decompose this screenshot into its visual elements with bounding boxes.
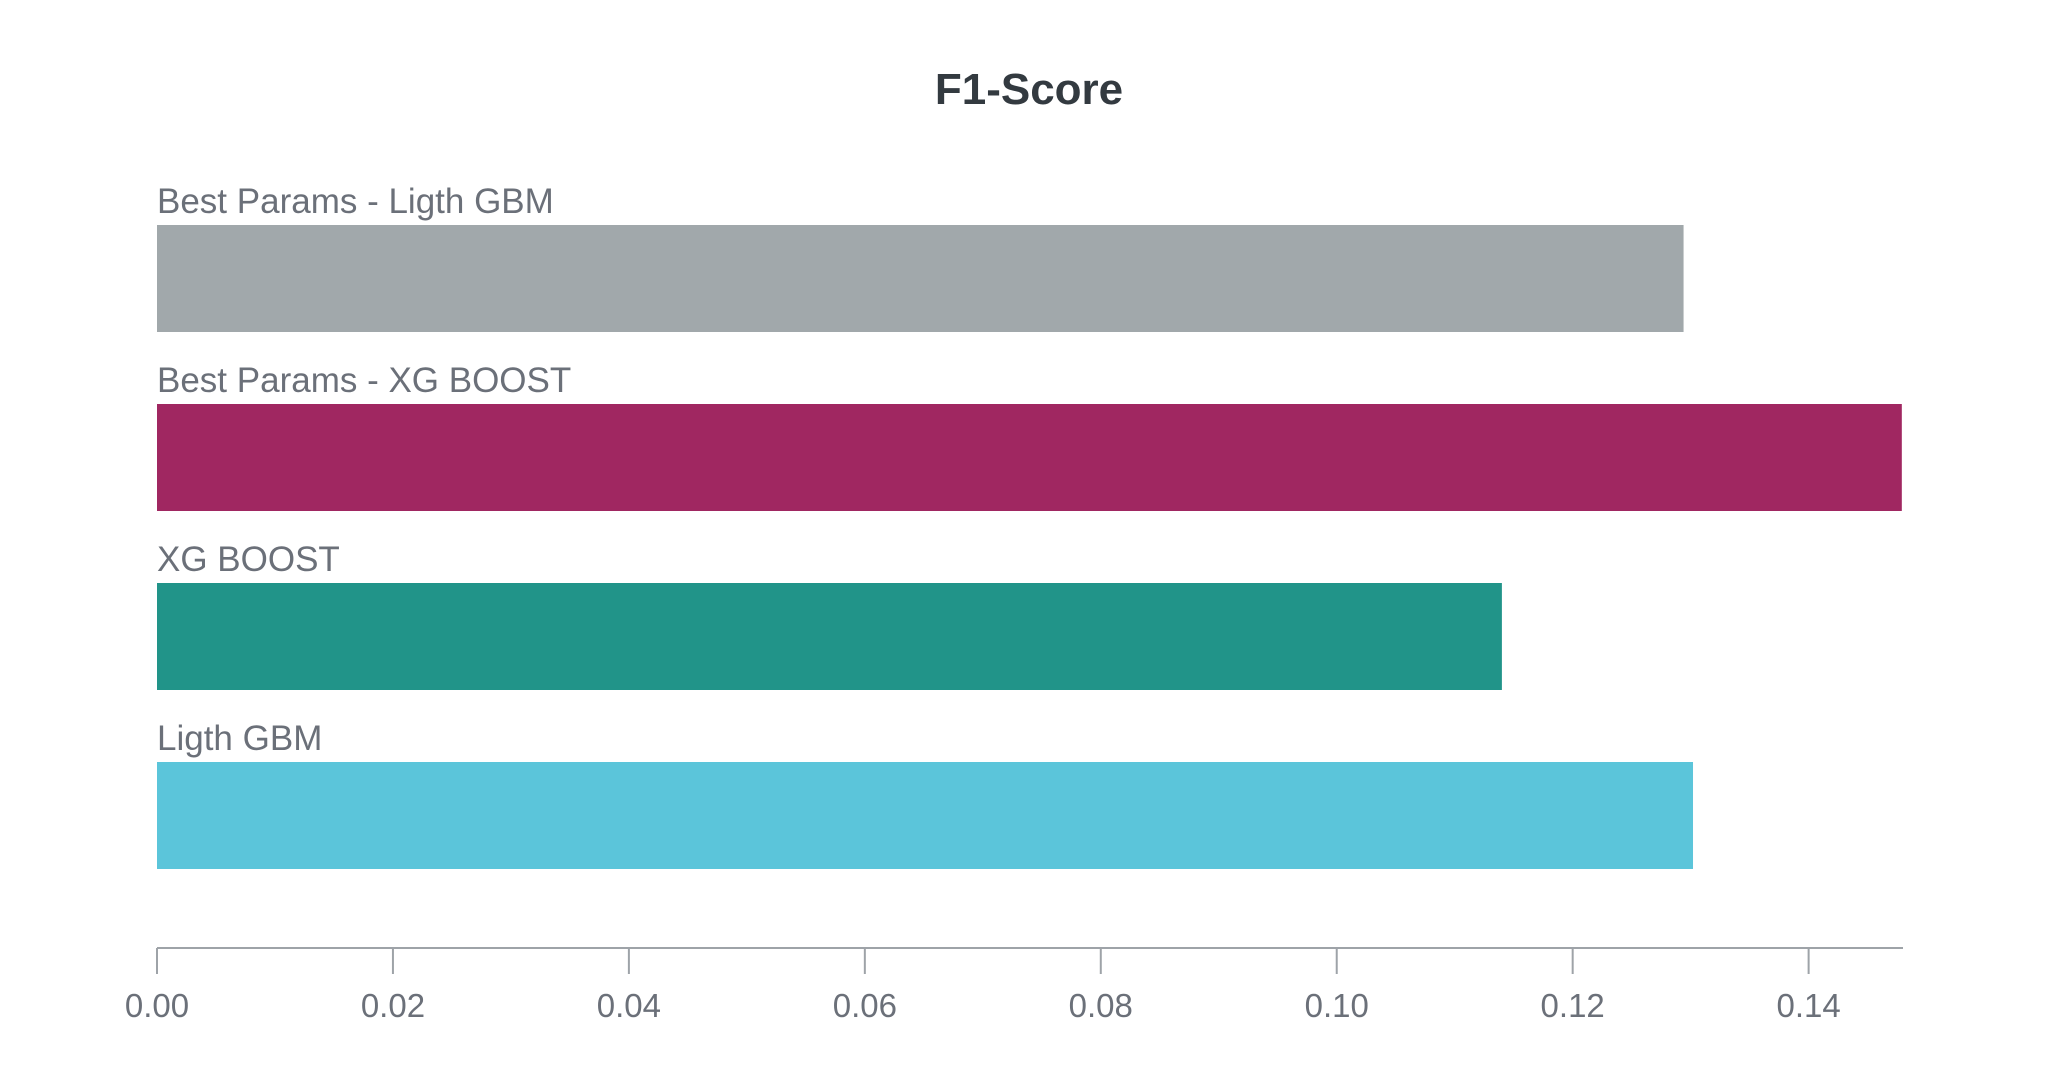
bar-label-best-params-ligth-gbm: Best Params - Ligth GBM — [157, 182, 554, 221]
x-tick-label: 0.00 — [125, 987, 189, 1024]
bars-group: Best Params - Ligth GBM Best Params - XG … — [157, 182, 1902, 869]
bar-xg-boost — [157, 583, 1502, 690]
x-axis: 0.00 0.02 0.04 0.06 0.08 0.10 0.12 0.14 — [125, 947, 1903, 1024]
x-tick-label: 0.06 — [833, 987, 897, 1024]
x-tick-label: 0.12 — [1541, 987, 1605, 1024]
x-axis-ticks: 0.00 0.02 0.04 0.06 0.08 0.10 0.12 0.14 — [125, 948, 1841, 1024]
x-tick-label: 0.02 — [361, 987, 425, 1024]
bar-ligth-gbm — [157, 762, 1694, 869]
chart-title: F1-Score — [935, 65, 1123, 114]
bar-label-best-params-xg-boost: Best Params - XG BOOST — [157, 361, 571, 400]
bar-best-params-xg-boost — [157, 404, 1902, 511]
bar-label-xg-boost: XG BOOST — [157, 540, 340, 579]
x-tick-label: 0.14 — [1777, 987, 1841, 1024]
x-tick-label: 0.08 — [1069, 987, 1133, 1024]
bar-label-ligth-gbm: Ligth GBM — [157, 719, 322, 758]
bar-best-params-ligth-gbm — [157, 225, 1684, 332]
x-tick-label: 0.04 — [597, 987, 661, 1024]
x-tick-label: 0.10 — [1305, 987, 1369, 1024]
